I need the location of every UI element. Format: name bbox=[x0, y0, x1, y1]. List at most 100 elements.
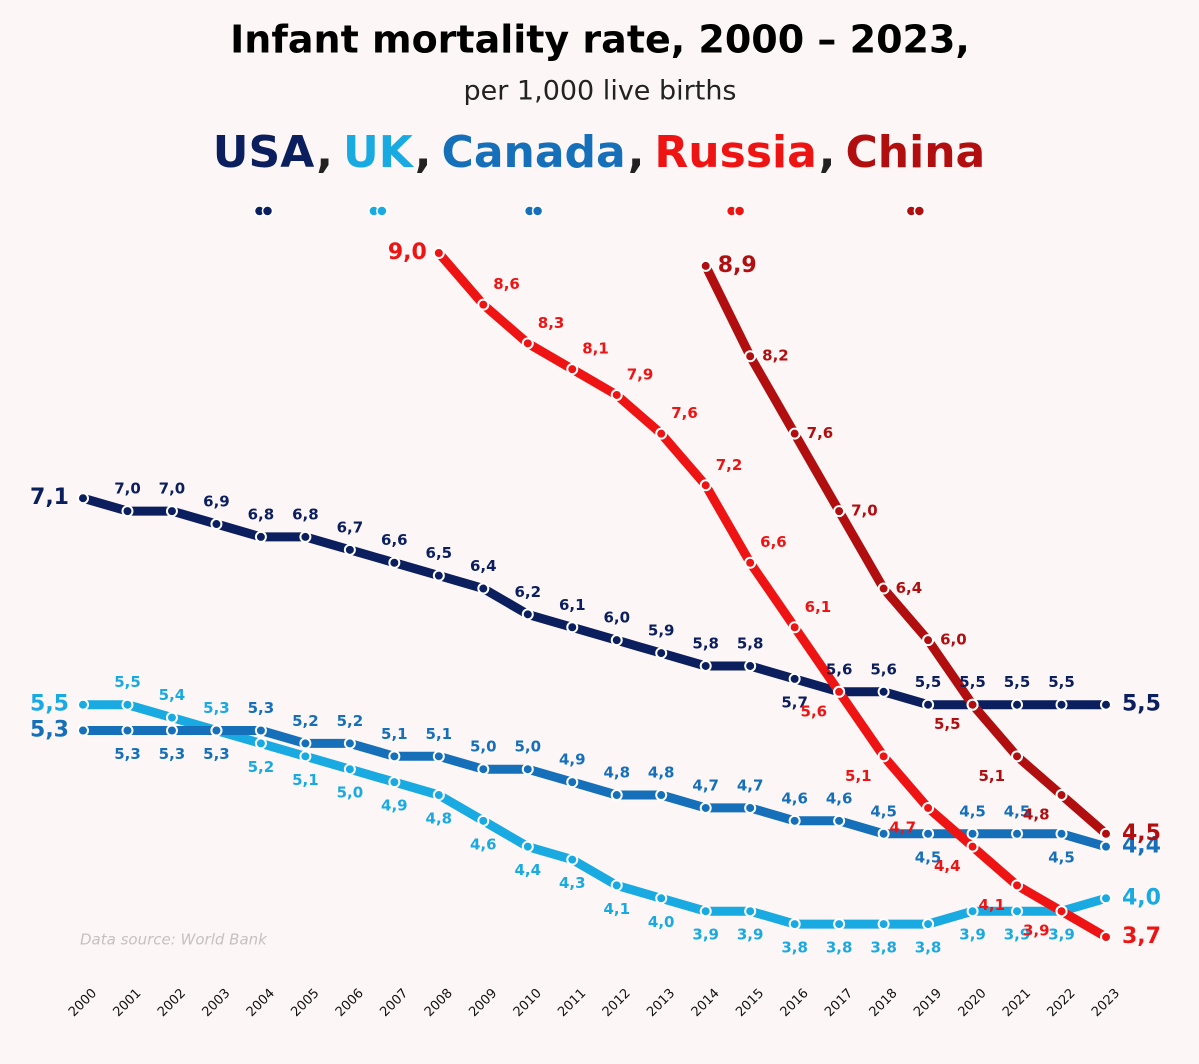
x-tick-label: 2016 bbox=[778, 986, 812, 1020]
x-tick-label: 2010 bbox=[511, 986, 545, 1020]
data-point bbox=[432, 750, 445, 763]
data-label: 6,1 bbox=[805, 598, 832, 616]
data-label: 7,6 bbox=[671, 404, 698, 422]
data-label: 6,9 bbox=[203, 493, 230, 511]
data-point bbox=[254, 724, 267, 737]
data-point bbox=[966, 698, 979, 711]
legend-separator: , bbox=[415, 127, 432, 178]
data-label: 4,8 bbox=[426, 810, 453, 828]
legend-separator: , bbox=[819, 127, 836, 178]
data-label: 7,6 bbox=[807, 424, 834, 442]
data-label: 4,5 bbox=[1122, 821, 1161, 846]
data-point bbox=[788, 918, 801, 931]
data-point bbox=[922, 634, 935, 647]
x-tick-label: 2014 bbox=[689, 986, 723, 1020]
data-label: 5,5 bbox=[1004, 673, 1031, 691]
data-label: 3,9 bbox=[959, 926, 986, 944]
legend-marker bbox=[531, 205, 544, 217]
data-label: 5,1 bbox=[978, 767, 1005, 785]
data-label: 5,6 bbox=[801, 702, 828, 720]
data-label: 6,6 bbox=[760, 533, 787, 551]
data-point bbox=[1100, 840, 1112, 853]
data-point bbox=[744, 801, 757, 814]
data-point bbox=[165, 505, 178, 518]
data-point bbox=[210, 724, 223, 737]
data-point bbox=[610, 388, 623, 401]
data-point bbox=[788, 814, 801, 827]
data-label: 8,1 bbox=[582, 340, 609, 358]
x-tick-label: 2023 bbox=[1089, 986, 1123, 1020]
data-point bbox=[566, 853, 579, 866]
data-label: 3,9 bbox=[692, 926, 719, 944]
data-point bbox=[966, 840, 979, 853]
data-point bbox=[165, 711, 178, 724]
data-label: 7,9 bbox=[627, 365, 654, 383]
data-label: 5,3 bbox=[248, 699, 275, 717]
data-point bbox=[1100, 892, 1112, 905]
data-point bbox=[1011, 905, 1024, 918]
data-label: 6,7 bbox=[337, 518, 364, 536]
data-label: 7,0 bbox=[114, 480, 141, 498]
legend-marker bbox=[733, 205, 746, 217]
data-point bbox=[610, 879, 623, 892]
x-tick-label: 2021 bbox=[1000, 986, 1034, 1020]
data-label: 6,5 bbox=[426, 544, 453, 562]
data-point bbox=[254, 530, 267, 543]
data-label: 4,8 bbox=[1023, 806, 1050, 824]
data-point bbox=[877, 918, 890, 931]
series-line bbox=[78, 700, 1111, 929]
data-point bbox=[1011, 698, 1024, 711]
data-point bbox=[343, 543, 356, 556]
data-point bbox=[299, 737, 312, 750]
data-label: 6,0 bbox=[940, 631, 967, 649]
legend-entry: USA bbox=[213, 127, 314, 178]
data-label: 4,5 bbox=[915, 848, 942, 866]
data-label: 5,2 bbox=[337, 712, 364, 730]
data-label: 6,1 bbox=[559, 596, 586, 614]
data-point bbox=[121, 505, 134, 518]
data-label: 4,5 bbox=[870, 802, 897, 820]
data-label: 6,0 bbox=[603, 609, 630, 627]
plot-area: 2000 2001 2002 2003 2004 2005 2006 2007 2008 2009… bbox=[30, 240, 1161, 1020]
data-point bbox=[788, 427, 801, 440]
data-point bbox=[77, 724, 89, 737]
data-point bbox=[343, 763, 356, 776]
data-point bbox=[121, 724, 134, 737]
data-point bbox=[521, 840, 534, 853]
data-label: 4,1 bbox=[603, 900, 630, 918]
data-point bbox=[788, 672, 801, 685]
data-point bbox=[477, 763, 490, 776]
data-label: 5,7 bbox=[781, 693, 808, 711]
data-label: 4,5 bbox=[959, 802, 986, 820]
data-point bbox=[1055, 827, 1068, 840]
data-label: 3,8 bbox=[781, 939, 808, 957]
x-tick-label: 2009 bbox=[466, 986, 500, 1020]
data-point bbox=[1055, 698, 1068, 711]
data-label: 5,1 bbox=[426, 725, 453, 743]
data-point bbox=[566, 621, 579, 634]
data-label: 6,8 bbox=[248, 505, 275, 523]
data-label: 3,8 bbox=[826, 939, 853, 957]
data-label: 7,0 bbox=[851, 502, 878, 520]
data-point bbox=[744, 350, 757, 363]
data-label: 7,0 bbox=[159, 480, 186, 498]
x-tick-label: 2003 bbox=[199, 986, 233, 1020]
data-label: 3,9 bbox=[1048, 926, 1075, 944]
data-point bbox=[388, 750, 401, 763]
data-label: 7,2 bbox=[716, 456, 743, 474]
data-label: 3,8 bbox=[915, 939, 942, 957]
data-point bbox=[877, 685, 890, 698]
data-label: 4,4 bbox=[934, 857, 961, 875]
x-tick-label: 2022 bbox=[1045, 986, 1079, 1020]
data-point bbox=[299, 530, 312, 543]
data-point bbox=[922, 918, 935, 931]
x-tick-label: 2007 bbox=[377, 986, 411, 1020]
data-point bbox=[77, 492, 89, 505]
data-point bbox=[477, 814, 490, 827]
data-point bbox=[1100, 827, 1112, 840]
data-point bbox=[1100, 931, 1112, 943]
data-label: 3,7 bbox=[1122, 924, 1161, 949]
x-tick-label: 2015 bbox=[733, 986, 767, 1020]
data-label: 4,1 bbox=[978, 896, 1005, 914]
data-label: 5,8 bbox=[737, 634, 764, 652]
